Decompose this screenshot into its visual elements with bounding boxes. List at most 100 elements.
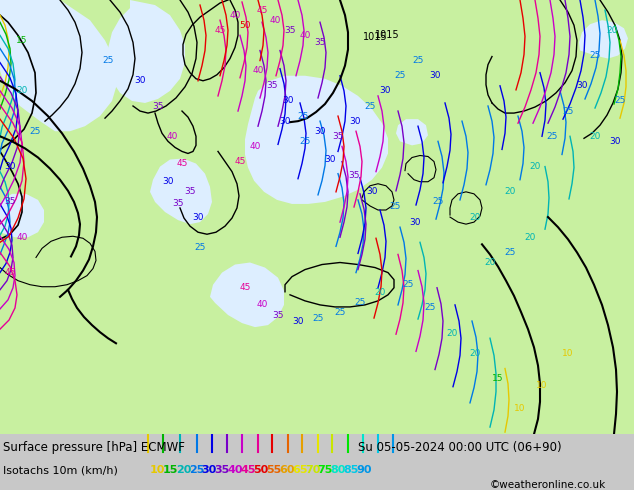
Text: 35: 35 bbox=[214, 465, 230, 475]
Text: 25: 25 bbox=[389, 202, 401, 212]
Text: 25: 25 bbox=[412, 56, 424, 65]
Text: 45: 45 bbox=[256, 5, 268, 15]
Text: 35: 35 bbox=[172, 199, 184, 208]
Text: 30: 30 bbox=[162, 177, 174, 186]
Text: 10: 10 bbox=[150, 465, 165, 475]
Text: 40: 40 bbox=[16, 233, 28, 242]
Text: Su 05-05-2024 00:00 UTC (06+90): Su 05-05-2024 00:00 UTC (06+90) bbox=[358, 441, 562, 454]
Text: 20: 20 bbox=[446, 329, 458, 338]
Text: 35: 35 bbox=[152, 101, 164, 111]
Text: 20: 20 bbox=[529, 162, 541, 171]
Text: 35: 35 bbox=[348, 171, 359, 180]
Text: 30: 30 bbox=[314, 127, 326, 136]
Text: 25: 25 bbox=[102, 56, 113, 65]
Text: 20: 20 bbox=[590, 132, 600, 141]
Text: 10: 10 bbox=[514, 404, 526, 414]
Polygon shape bbox=[396, 119, 428, 146]
Text: 35: 35 bbox=[314, 38, 326, 47]
Polygon shape bbox=[579, 20, 628, 59]
Text: 40: 40 bbox=[230, 11, 241, 20]
Text: 25: 25 bbox=[504, 248, 515, 257]
Text: 25: 25 bbox=[403, 280, 414, 289]
Text: 20: 20 bbox=[16, 86, 28, 96]
Text: 35: 35 bbox=[284, 26, 295, 35]
Text: 30: 30 bbox=[192, 213, 204, 221]
Text: 20: 20 bbox=[374, 288, 385, 297]
Text: 25: 25 bbox=[297, 112, 309, 121]
Text: 90: 90 bbox=[356, 465, 372, 475]
Text: 25: 25 bbox=[432, 197, 444, 206]
Text: 25: 25 bbox=[354, 298, 366, 307]
Text: 70: 70 bbox=[305, 465, 320, 475]
Text: 30: 30 bbox=[429, 71, 441, 80]
Text: 40: 40 bbox=[252, 66, 264, 75]
Text: 25: 25 bbox=[424, 303, 436, 313]
Text: 35: 35 bbox=[266, 81, 278, 90]
Text: 20: 20 bbox=[176, 465, 191, 475]
Text: 20: 20 bbox=[504, 187, 515, 196]
Text: 25: 25 bbox=[334, 309, 346, 318]
Polygon shape bbox=[245, 76, 388, 204]
Text: 50: 50 bbox=[253, 465, 268, 475]
Text: 35: 35 bbox=[332, 132, 344, 141]
Polygon shape bbox=[150, 158, 212, 224]
Text: 20: 20 bbox=[524, 233, 536, 242]
Text: 25: 25 bbox=[313, 314, 324, 322]
Text: 65: 65 bbox=[292, 465, 307, 475]
Text: 45: 45 bbox=[239, 283, 250, 292]
Text: 20: 20 bbox=[469, 213, 481, 221]
Text: 45: 45 bbox=[240, 465, 256, 475]
Text: 40: 40 bbox=[299, 31, 311, 40]
Text: 50: 50 bbox=[239, 21, 251, 30]
Text: 1015: 1015 bbox=[363, 32, 387, 42]
Text: 40: 40 bbox=[166, 132, 178, 141]
Text: Surface pressure [hPa] ECMWF: Surface pressure [hPa] ECMWF bbox=[3, 441, 185, 454]
Polygon shape bbox=[210, 263, 284, 327]
Text: 25: 25 bbox=[547, 132, 558, 141]
Text: 25: 25 bbox=[562, 106, 574, 116]
Polygon shape bbox=[0, 194, 44, 237]
Text: 15: 15 bbox=[492, 374, 504, 383]
Text: 25: 25 bbox=[194, 243, 205, 252]
Text: 25: 25 bbox=[590, 51, 600, 60]
Text: 10: 10 bbox=[562, 349, 574, 358]
Text: 20: 20 bbox=[469, 349, 481, 358]
Text: 20: 20 bbox=[484, 258, 496, 267]
Text: 40: 40 bbox=[269, 16, 281, 24]
Text: 10: 10 bbox=[536, 381, 548, 390]
Text: 30: 30 bbox=[349, 117, 361, 125]
Text: 15: 15 bbox=[16, 36, 28, 45]
Text: 30: 30 bbox=[324, 155, 336, 164]
Text: 30: 30 bbox=[609, 137, 621, 146]
Text: 30: 30 bbox=[282, 97, 294, 105]
Text: 30: 30 bbox=[576, 81, 588, 90]
Text: 30: 30 bbox=[366, 187, 378, 196]
Text: 35: 35 bbox=[184, 187, 196, 196]
Text: 15: 15 bbox=[163, 465, 178, 475]
Text: Isotachs 10m (km/h): Isotachs 10m (km/h) bbox=[3, 465, 118, 475]
Text: 85: 85 bbox=[344, 465, 359, 475]
Text: ©weatheronline.co.uk: ©weatheronline.co.uk bbox=[490, 480, 606, 490]
Text: 30: 30 bbox=[410, 218, 421, 226]
Text: 30: 30 bbox=[4, 162, 16, 171]
Text: 25: 25 bbox=[614, 97, 626, 105]
Text: 40: 40 bbox=[249, 142, 261, 151]
Text: 30: 30 bbox=[202, 465, 217, 475]
Text: 40: 40 bbox=[228, 465, 243, 475]
Text: 45: 45 bbox=[176, 159, 188, 168]
Text: 60: 60 bbox=[279, 465, 295, 475]
Text: 25: 25 bbox=[189, 465, 204, 475]
Text: 25: 25 bbox=[365, 101, 376, 111]
Text: 30: 30 bbox=[292, 317, 304, 325]
Polygon shape bbox=[0, 0, 118, 131]
Text: 30: 30 bbox=[134, 76, 146, 85]
Text: 45: 45 bbox=[4, 268, 16, 277]
Text: 75: 75 bbox=[318, 465, 333, 475]
Text: 30: 30 bbox=[379, 86, 391, 96]
Text: 25: 25 bbox=[29, 127, 41, 136]
Text: 35: 35 bbox=[272, 311, 284, 319]
Text: 80: 80 bbox=[330, 465, 346, 475]
Text: 20: 20 bbox=[606, 26, 618, 35]
Text: 1015: 1015 bbox=[375, 30, 399, 40]
Text: 40: 40 bbox=[256, 300, 268, 309]
